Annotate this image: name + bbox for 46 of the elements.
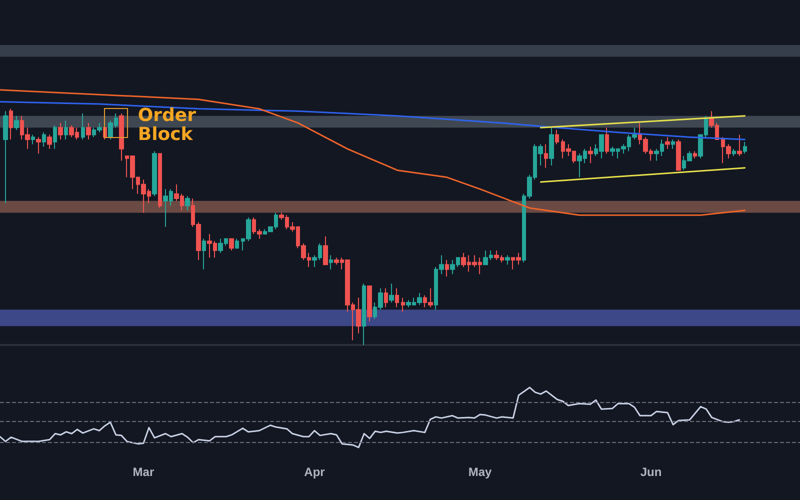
candlestick xyxy=(401,297,405,312)
candlestick xyxy=(665,136,670,150)
candlestick xyxy=(549,127,554,166)
candlestick xyxy=(119,113,124,162)
candlestick xyxy=(47,134,52,150)
candlestick xyxy=(202,238,206,270)
candlestick xyxy=(3,110,8,204)
candlestick xyxy=(737,134,742,157)
candlestick xyxy=(185,196,190,211)
candlestick xyxy=(42,132,46,148)
candlestick xyxy=(588,146,593,164)
candlestick xyxy=(671,138,675,150)
x-tick-label: Jun xyxy=(640,465,662,479)
candlestick xyxy=(58,122,63,140)
x-tick-label: Mar xyxy=(132,465,154,479)
candlestick xyxy=(362,283,366,346)
candlestick xyxy=(235,238,239,249)
candlestick xyxy=(152,150,157,197)
candlestick xyxy=(14,115,19,131)
annotation: Order Block xyxy=(138,104,198,145)
candlestick xyxy=(395,288,399,308)
candlestick xyxy=(229,238,234,252)
candlestick xyxy=(445,259,449,277)
candlestick xyxy=(384,288,388,308)
candlestick xyxy=(323,236,328,266)
candlestick xyxy=(367,285,372,322)
candlestick xyxy=(9,108,13,140)
candlestick xyxy=(389,283,394,303)
candlestick xyxy=(555,130,559,145)
candlestick xyxy=(743,141,747,154)
x-tick-label: Apr xyxy=(304,465,326,479)
candlestick xyxy=(36,136,41,154)
x-tick-label: May xyxy=(468,465,492,479)
candlestick xyxy=(86,122,91,140)
candlestick xyxy=(31,134,35,145)
candlestick xyxy=(329,254,333,270)
candlestick xyxy=(732,148,736,157)
candlestick xyxy=(505,254,510,266)
candlestick xyxy=(693,150,697,159)
candlestick xyxy=(53,124,57,150)
candlestick xyxy=(64,120,68,140)
candlestick xyxy=(676,138,681,171)
candlestick xyxy=(605,127,609,154)
candlestick xyxy=(544,144,548,168)
candlestick xyxy=(158,153,162,208)
candlestick xyxy=(81,113,85,140)
